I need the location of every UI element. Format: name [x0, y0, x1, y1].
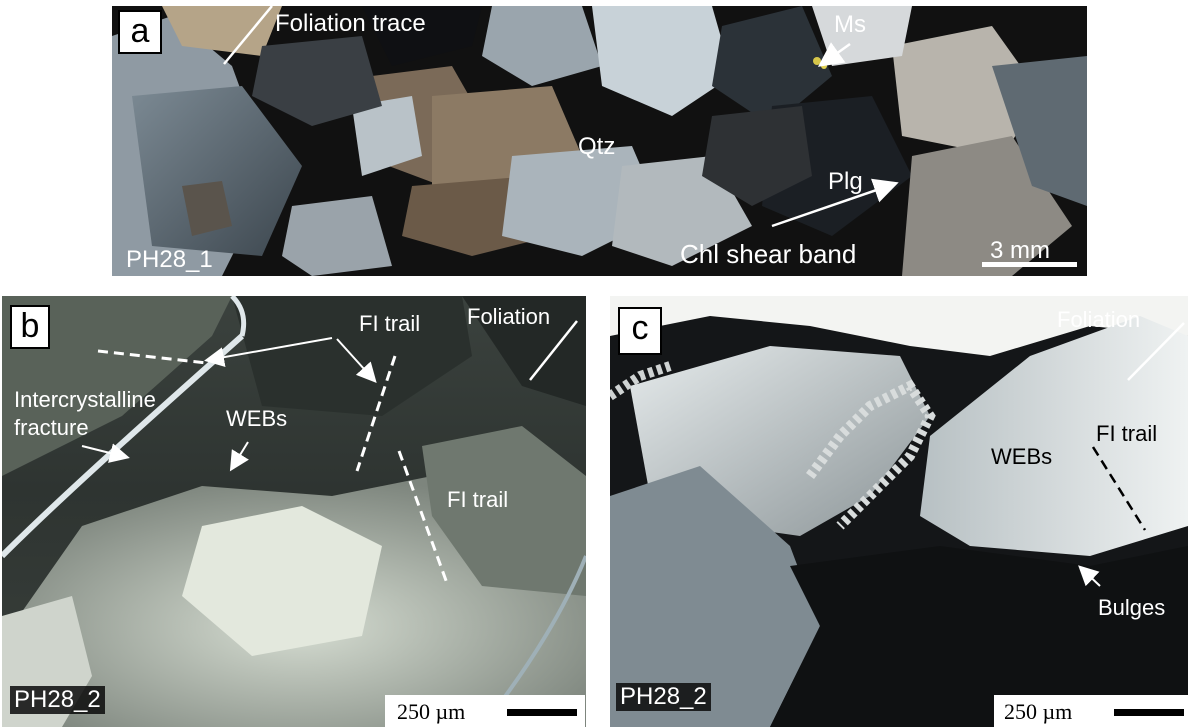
- panel-b: b FI trail Foliation Intercrystalline fr…: [2, 296, 586, 727]
- panel-b-micrograph: [2, 296, 586, 727]
- panel-a: a Foliation trace Ms Qtz Plg Chl shear b…: [112, 6, 1087, 276]
- panel-a-micrograph: [112, 6, 1087, 276]
- panel-c: c Foliation FI trail WEBs Bulges PH28_2 …: [610, 296, 1188, 727]
- panel-c-micrograph: [610, 296, 1188, 727]
